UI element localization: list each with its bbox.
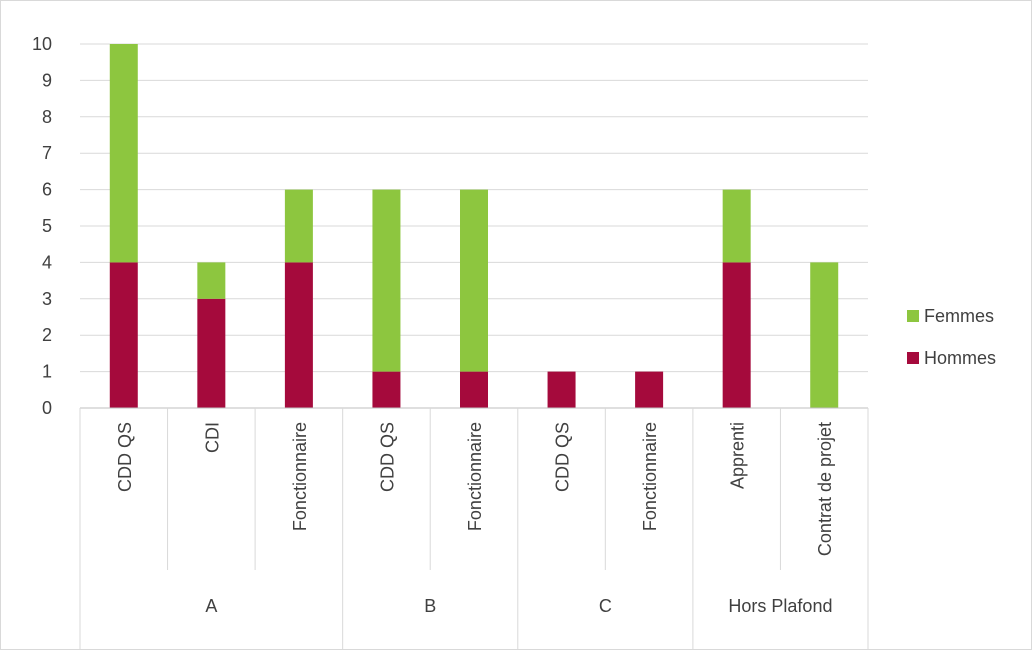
y-tick-label: 9 xyxy=(42,70,52,90)
legend-swatch-hommes xyxy=(907,352,919,364)
y-tick-label: 6 xyxy=(42,180,52,200)
y-tick-label: 3 xyxy=(42,289,52,309)
y-tick-label: 2 xyxy=(42,325,52,345)
bar-segment-femmes xyxy=(460,189,488,372)
bar-segment-femmes xyxy=(372,189,401,372)
category-label: CDD QS xyxy=(377,422,397,492)
category-label: CDI xyxy=(202,422,222,453)
y-tick-label: 10 xyxy=(32,34,52,54)
category-label: Fonctionnaire xyxy=(290,422,310,531)
bar-segment-femmes xyxy=(197,262,226,299)
bar-segment-hommes xyxy=(197,298,226,408)
y-tick-label: 0 xyxy=(42,398,52,418)
legend-label-hommes: Hommes xyxy=(924,348,996,368)
y-tick-label: 1 xyxy=(42,362,52,382)
bar-segment-hommes xyxy=(635,371,664,408)
group-label: C xyxy=(599,596,612,616)
bar-segment-hommes xyxy=(722,262,751,408)
category-label: CDD QS xyxy=(115,422,135,492)
bar-segment-femmes xyxy=(284,189,313,263)
bar-segment-femmes xyxy=(810,262,839,408)
y-tick-label: 5 xyxy=(42,216,52,236)
bar-segment-hommes xyxy=(460,371,488,408)
bar-segment-femmes xyxy=(109,44,138,263)
legend-label-femmes: Femmes xyxy=(924,306,994,326)
y-tick-label: 7 xyxy=(42,143,52,163)
category-label: Apprenti xyxy=(728,422,748,489)
category-label: Fonctionnaire xyxy=(465,422,485,531)
y-tick-label: 8 xyxy=(42,107,52,127)
bar-segment-femmes xyxy=(722,189,751,263)
group-label: A xyxy=(205,596,217,616)
y-tick-label: 4 xyxy=(42,252,52,272)
group-label: Hors Plafond xyxy=(728,596,832,616)
legend-swatch-femmes xyxy=(907,310,919,322)
bar-segment-hommes xyxy=(547,371,576,408)
bar-segment-hommes xyxy=(372,371,401,408)
category-label: Contrat de projet xyxy=(815,422,835,556)
category-label: Fonctionnaire xyxy=(640,422,660,531)
group-label: B xyxy=(424,596,436,616)
bar-segment-hommes xyxy=(109,262,138,408)
bar-segment-hommes xyxy=(284,262,313,408)
category-label: CDD QS xyxy=(553,422,573,492)
